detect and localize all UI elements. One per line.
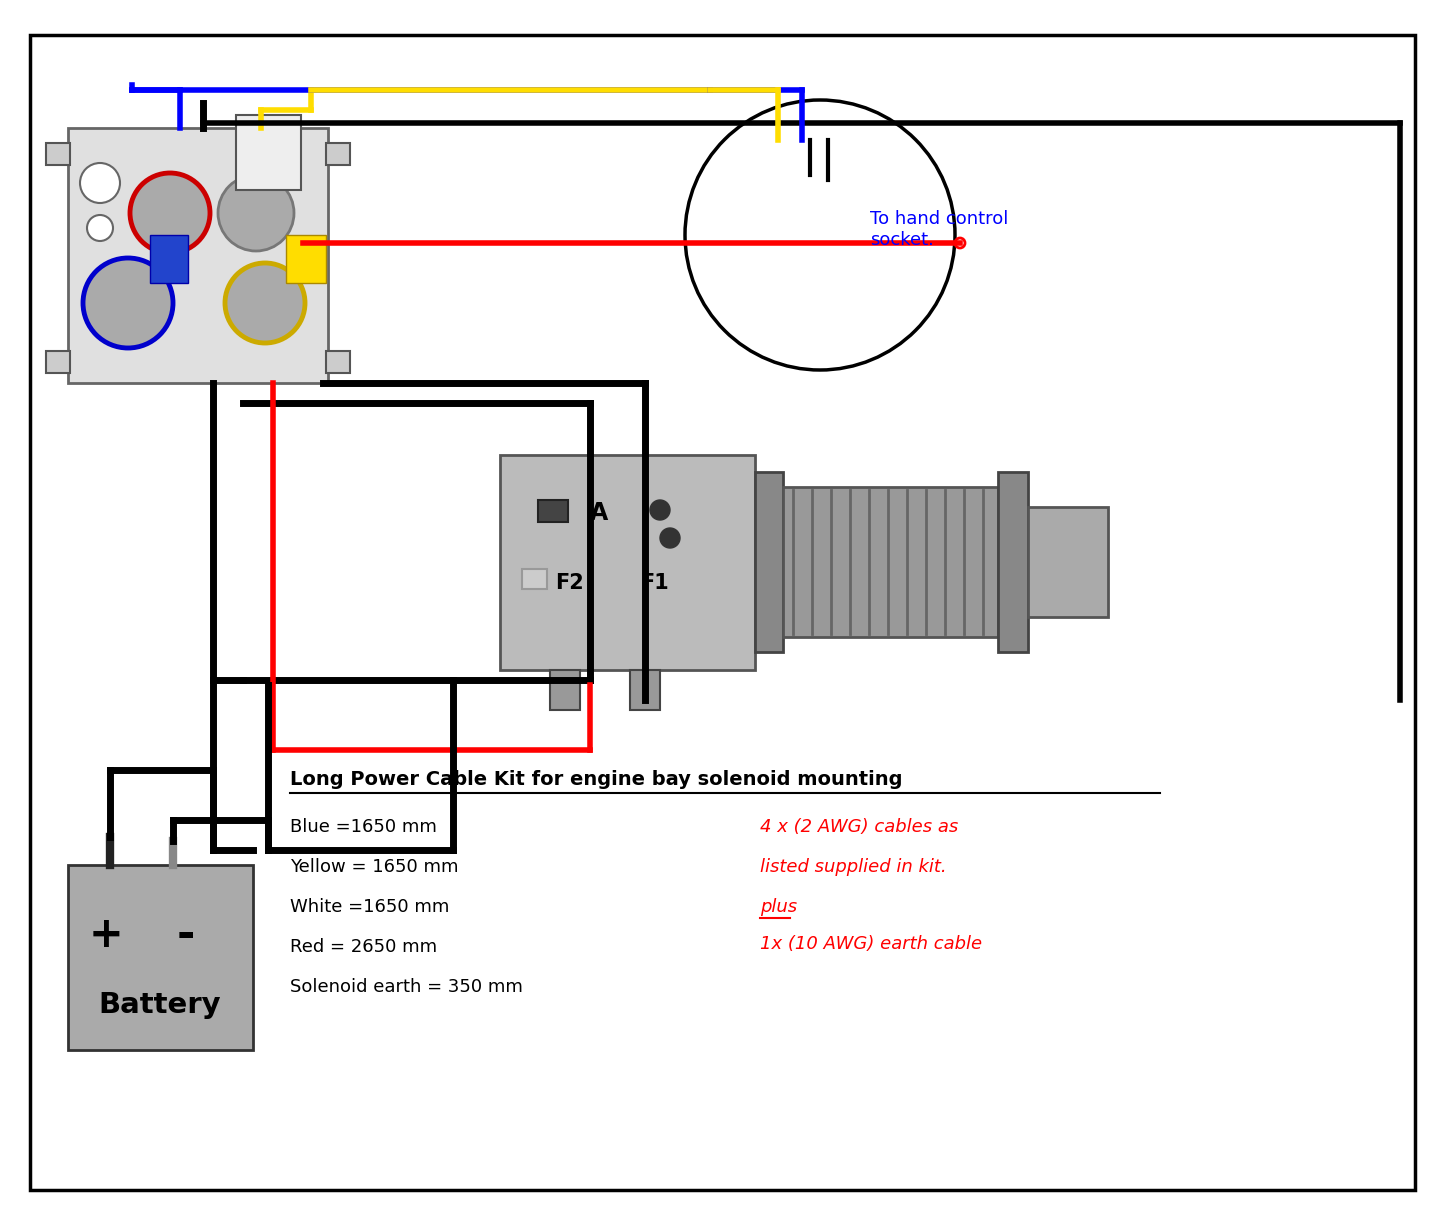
- Text: 1x (10 AWG) earth cable: 1x (10 AWG) earth cable: [760, 935, 983, 952]
- Text: Blue =1650 mm: Blue =1650 mm: [290, 819, 436, 836]
- Bar: [783, 487, 998, 637]
- Bar: [46, 351, 69, 372]
- Circle shape: [218, 175, 293, 251]
- Text: Long Power Cable Kit for engine bay solenoid mounting: Long Power Cable Kit for engine bay sole…: [290, 771, 903, 789]
- Bar: [286, 235, 327, 283]
- Bar: [236, 116, 301, 190]
- Circle shape: [225, 263, 305, 343]
- Bar: [551, 670, 579, 710]
- Text: Solenoid earth = 350 mm: Solenoid earth = 350 mm: [290, 978, 523, 995]
- Text: White =1650 mm: White =1650 mm: [290, 898, 449, 916]
- Bar: [327, 143, 350, 165]
- Text: 4 x (2 AWG) cables as: 4 x (2 AWG) cables as: [760, 819, 958, 836]
- Bar: [522, 569, 548, 589]
- Bar: [998, 472, 1027, 653]
- Circle shape: [82, 258, 173, 348]
- Text: -: -: [176, 913, 195, 956]
- Bar: [754, 472, 783, 653]
- Text: A: A: [590, 501, 608, 525]
- Text: listed supplied in kit.: listed supplied in kit.: [760, 858, 946, 876]
- Bar: [68, 128, 328, 383]
- Text: F1: F1: [640, 573, 669, 594]
- Bar: [68, 865, 253, 1050]
- Text: Battery: Battery: [98, 991, 221, 1019]
- Bar: [327, 351, 350, 372]
- Bar: [46, 143, 69, 165]
- Circle shape: [660, 528, 681, 548]
- Circle shape: [955, 238, 965, 248]
- Bar: [630, 670, 660, 710]
- Circle shape: [685, 100, 955, 370]
- Text: To hand control
socket.: To hand control socket.: [870, 210, 1009, 248]
- Circle shape: [650, 500, 670, 520]
- Bar: [150, 235, 188, 283]
- Bar: [500, 455, 754, 670]
- Bar: [538, 500, 568, 522]
- Text: plus: plus: [760, 898, 798, 916]
- Text: +: +: [88, 914, 123, 956]
- Bar: [1027, 508, 1108, 617]
- Text: Yellow = 1650 mm: Yellow = 1650 mm: [290, 858, 458, 876]
- Circle shape: [87, 215, 113, 241]
- Text: Red = 2650 mm: Red = 2650 mm: [290, 938, 438, 956]
- Circle shape: [79, 163, 120, 203]
- Text: F2: F2: [555, 573, 584, 594]
- Circle shape: [130, 173, 210, 253]
